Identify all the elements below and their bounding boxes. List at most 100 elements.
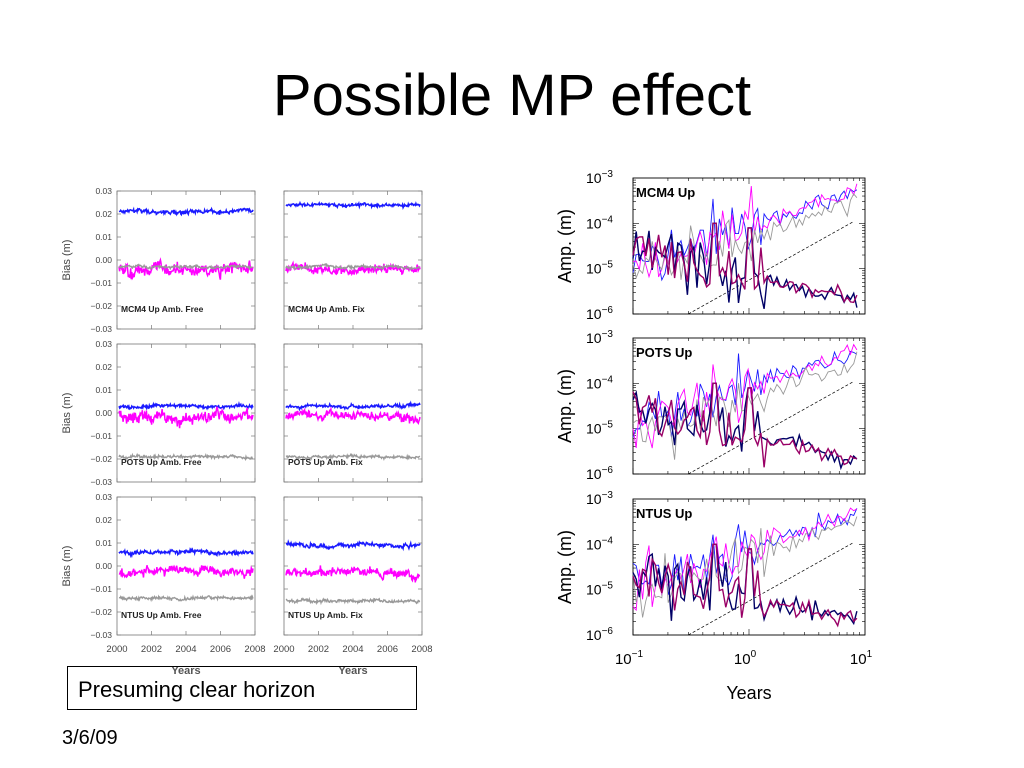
panel-label: MCM4 Up Amb. Fix [288,304,365,314]
x-axis-label: Years [726,683,771,703]
y-tick-label: 10−4 [586,535,613,552]
series-line-gray [118,263,254,271]
spectrum-line-blue [632,508,858,595]
spectrum-line-purple [632,382,857,468]
x-tick-label: 2008 [244,644,265,655]
series-line-blue [118,401,254,411]
panel-label: POTS Up Amb. Free [121,457,202,467]
y-tick-label: 10−5 [586,260,613,277]
y-tick-label: 0.02 [95,209,112,219]
y-tick-label: 0.03 [95,492,112,502]
x-tick-label: 2002 [141,644,162,655]
y-tick-label: 10−4 [586,374,613,391]
y-axis-label: Amp. (m) [555,369,575,443]
y-tick-label: 0.03 [95,339,112,349]
panel-label: POTS Up Amb. Fix [288,457,363,467]
bias-panel: 0.03 0.02 0.01 0.00 −0.01 −0.02 −0.03 MCM4 Up A… [61,186,256,334]
bias-panel: 0.03 0.02 0.01 0.00 −0.01 −0.02 −0.03 POTS Up A… [61,339,256,487]
bias-panel: 0.03 0.02 0.01 0.00 −0.01 −0.02 −0.03 2000 2002 2… [61,492,266,655]
y-tick-label: 10−3 [586,490,613,507]
spectrum-line-purple [632,222,858,304]
reference-line [688,221,854,315]
y-tick-label: −0.01 [90,431,112,441]
y-tick-label: 0.01 [95,538,112,548]
x-tick-label: 2004 [342,644,363,655]
bias-time-series-figure: 0.03 0.02 0.01 0.00 −0.01 −0.02 −0.03 MCM4 Up A… [61,186,433,677]
x-tick-label: 2004 [175,644,196,655]
y-axis-label: Bias (m) [61,546,73,587]
y-tick-label: 0.02 [95,362,112,372]
y-axis-label: Amp. (m) [555,209,575,283]
x-tick-label: 10−1 [615,649,644,668]
spectrum-line-gray [632,193,858,288]
y-tick-label: 0.01 [95,232,112,242]
series-line-magenta [118,406,254,429]
x-axis-label: Years [171,665,200,677]
series-line-blue [118,546,254,559]
y-tick-label: 0.01 [95,385,112,395]
y-tick-label: 10−3 [586,329,613,346]
y-axis-label: Bias (m) [61,240,73,281]
note-box [67,666,417,710]
x-axis-label: Years [338,665,367,677]
x-tick-label: 2008 [411,644,432,655]
series-line-blue [285,539,421,552]
y-tick-label: 0.03 [95,186,112,196]
x-tick-label: 100 [734,649,757,668]
spectrum-line-magenta [632,507,858,612]
y-tick-label: 10−4 [586,214,613,231]
series-line-blue [285,200,421,211]
y-tick-label: −0.02 [90,301,112,311]
panel-frame [283,496,423,636]
series-line-gray [118,594,254,603]
y-tick-label: 10−6 [586,626,613,643]
y-tick-label: 10−6 [586,465,613,482]
y-tick-label: 10−5 [586,581,613,598]
y-tick-label: −0.02 [90,607,112,617]
y-tick-label: 0.00 [95,255,112,265]
x-tick-label: 2006 [210,644,231,655]
spectrum-panel: 10−3 10−4 10−5 10−6 POTS Up Amp. (m) [555,329,866,482]
bias-panel: 2000 2002 2004 2006 2008 NTUS Up Amb. Fix [273,496,433,655]
series-line-magenta [118,564,254,579]
series-line-gray [285,452,421,462]
note-text: Presuming clear horizon [78,677,316,702]
panel-label: NTUS Up Amb. Free [121,610,202,620]
panel-label: NTUS Up Amb. Fix [288,610,363,620]
bias-panel: MCM4 Up Amb. Fix [283,190,423,330]
panel-label: POTS Up [636,345,692,360]
spectrum-line-magenta [632,343,858,449]
slide-title: Possible MP effect [272,63,752,128]
spectrum-panel: 10−3 10−4 10−5 10−6 MCM4 Up Amp. (m) [555,169,866,322]
x-tick-label: 2002 [308,644,329,655]
series-line-magenta [285,565,421,583]
series-line-blue [118,206,254,217]
series-line-gray [118,452,254,462]
x-tick-label: 101 [850,649,873,668]
y-tick-label: 10−3 [586,169,613,186]
x-tick-label: 2000 [273,644,294,655]
reference-line [688,381,854,475]
y-tick-label: 0.02 [95,515,112,525]
y-tick-label: 0.00 [95,408,112,418]
spectrum-panel: 10−3 10−4 10−5 10−6 NTUS Up Amp. (m) [555,490,866,643]
y-tick-label: −0.03 [90,630,112,640]
panel-label: MCM4 Up Amb. Free [121,304,204,314]
bias-panel: POTS Up Amb. Fix [283,343,423,483]
x-tick-label: 2006 [377,644,398,655]
reference-line [688,542,854,636]
y-tick-label: −0.02 [90,454,112,464]
y-tick-label: 10−5 [586,420,613,437]
y-tick-label: −0.03 [90,324,112,334]
series-line-gray [285,596,421,606]
series-line-magenta [118,257,254,281]
y-tick-label: −0.01 [90,584,112,594]
x-tick-label: 2000 [106,644,127,655]
series-line-magenta [285,406,421,425]
y-axis-label: Amp. (m) [555,530,575,604]
spectrum-line-purple [632,543,858,628]
panel-label: MCM4 Up [636,185,695,200]
panel-label: NTUS Up [636,506,692,521]
